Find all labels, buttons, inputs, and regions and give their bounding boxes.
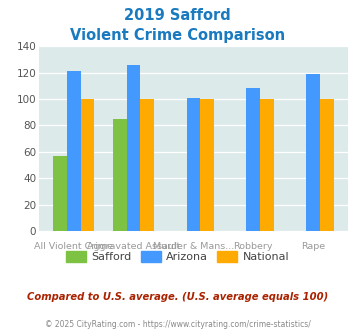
Text: Murder & Mans...: Murder & Mans... [153, 242, 234, 251]
Legend: Safford, Arizona, National: Safford, Arizona, National [61, 247, 294, 267]
Bar [53, 156, 67, 231]
Bar [246, 88, 260, 231]
Text: © 2025 CityRating.com - https://www.cityrating.com/crime-statistics/: © 2025 CityRating.com - https://www.city… [45, 320, 310, 329]
Text: 2019 Safford: 2019 Safford [124, 8, 231, 23]
Bar [306, 74, 320, 231]
Text: Compared to U.S. average. (U.S. average equals 100): Compared to U.S. average. (U.S. average … [27, 292, 328, 302]
Bar [200, 99, 214, 231]
Text: Rape: Rape [301, 242, 325, 251]
Bar [81, 99, 94, 231]
Bar [127, 65, 141, 231]
Text: Robbery: Robbery [234, 242, 273, 251]
Bar [187, 98, 200, 231]
Text: Aggravated Assault: Aggravated Assault [87, 242, 180, 251]
Bar [260, 99, 274, 231]
Bar [320, 99, 334, 231]
Bar [113, 119, 127, 231]
Bar [67, 71, 81, 231]
Text: All Violent Crime: All Violent Crime [34, 242, 113, 251]
Text: Violent Crime Comparison: Violent Crime Comparison [70, 28, 285, 43]
Bar [141, 99, 154, 231]
